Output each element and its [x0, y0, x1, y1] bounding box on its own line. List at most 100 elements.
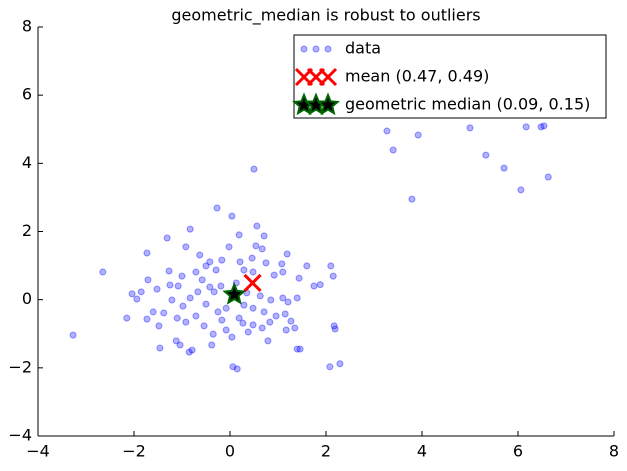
point [228, 333, 236, 341]
point [283, 250, 291, 258]
point [287, 317, 295, 325]
point [202, 262, 210, 270]
point [99, 268, 107, 276]
point [206, 283, 214, 291]
point [210, 288, 218, 296]
point [249, 268, 257, 276]
point [194, 288, 202, 296]
legend-marker [312, 45, 320, 53]
point [212, 266, 220, 274]
point [202, 300, 210, 308]
point [206, 258, 214, 266]
point [174, 282, 182, 290]
x-tick-label: 6 [513, 442, 523, 461]
point [186, 294, 194, 302]
point [123, 314, 131, 322]
point [249, 304, 257, 312]
point [222, 326, 230, 334]
point [172, 337, 180, 345]
point [331, 325, 339, 333]
point [291, 324, 299, 332]
point [316, 281, 324, 289]
point [155, 322, 163, 330]
point [258, 245, 266, 253]
point [218, 316, 226, 324]
y-tick-label: 0 [22, 289, 32, 308]
x-tick-label: 8 [609, 442, 619, 461]
point [178, 272, 186, 280]
point [143, 249, 151, 257]
point [166, 281, 174, 289]
legend-label: data [345, 39, 381, 58]
point [383, 127, 391, 135]
point [466, 124, 474, 132]
point [185, 348, 193, 356]
point [128, 290, 136, 298]
point [196, 251, 204, 259]
point [214, 308, 222, 316]
point [522, 123, 530, 131]
point [213, 204, 221, 212]
point [296, 345, 304, 353]
point [225, 243, 233, 251]
point [188, 346, 196, 354]
point [229, 363, 237, 371]
x-tick-label: 4 [417, 442, 427, 461]
point [249, 321, 257, 329]
point [544, 173, 552, 181]
point [243, 273, 262, 293]
point [218, 256, 226, 264]
legend-marker [300, 45, 308, 53]
point [179, 302, 187, 310]
legend-marker [324, 45, 332, 53]
point [326, 363, 334, 371]
point [540, 122, 548, 130]
point [482, 151, 490, 159]
point [69, 331, 77, 339]
point [240, 266, 248, 274]
point [279, 268, 287, 276]
point [329, 272, 337, 280]
point [252, 242, 260, 250]
point [236, 258, 244, 266]
point [239, 319, 247, 327]
point [260, 308, 268, 316]
point [279, 294, 287, 302]
point [192, 268, 200, 276]
point [272, 312, 280, 320]
point [133, 295, 141, 303]
point [258, 324, 266, 332]
point [244, 328, 252, 336]
point [156, 344, 164, 352]
point [295, 274, 303, 282]
point [198, 276, 206, 284]
point [217, 282, 225, 290]
point [228, 212, 236, 220]
point [153, 285, 161, 293]
point [389, 146, 397, 154]
point [222, 304, 230, 312]
point [235, 231, 243, 239]
point [500, 164, 508, 172]
legend-label: mean (0.47, 0.49) [345, 67, 489, 86]
point [248, 254, 256, 262]
point [176, 341, 184, 349]
point [200, 322, 208, 330]
point [266, 318, 274, 326]
point [209, 330, 217, 338]
point [163, 234, 171, 242]
point [327, 262, 335, 270]
x-tick-label: 2 [321, 442, 331, 461]
x-tick-label: −2 [122, 442, 146, 461]
x-tick-label: −4 [26, 442, 50, 461]
y-tick-label: 2 [22, 221, 32, 240]
point [310, 282, 318, 290]
point [270, 271, 278, 279]
point [408, 195, 416, 203]
point [293, 345, 301, 353]
y-tick-label: 8 [22, 17, 32, 36]
x-tick-label: 0 [225, 442, 235, 461]
point [330, 322, 338, 330]
point [303, 262, 311, 270]
